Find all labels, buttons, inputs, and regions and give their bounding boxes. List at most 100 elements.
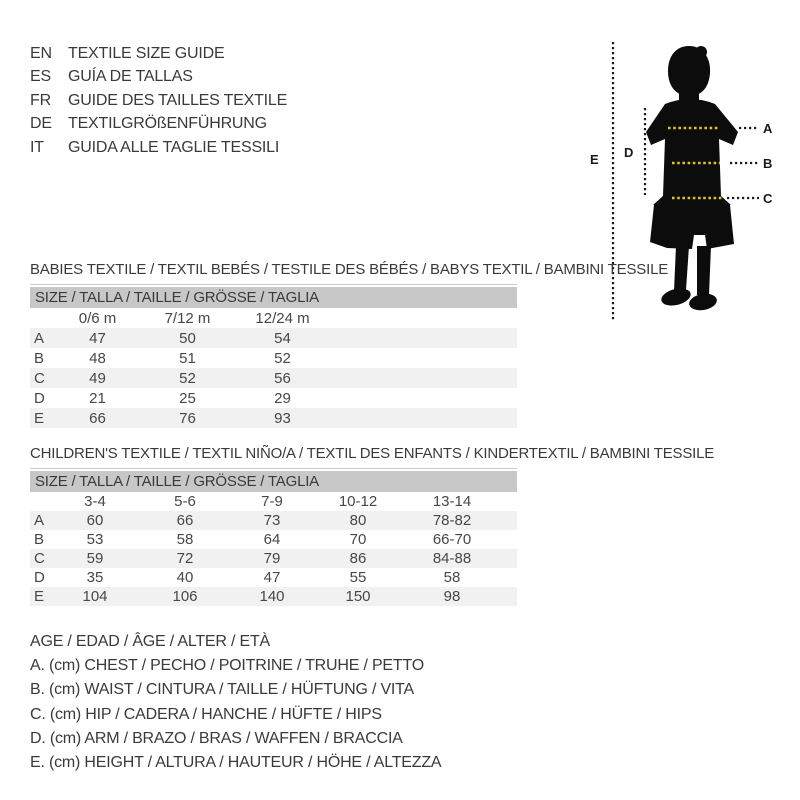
row-label: B — [34, 349, 45, 367]
column-header: 10-12 — [338, 493, 378, 510]
children-section-heading: CHILDREN'S TEXTILE / TEXTIL NIÑO/A / TEX… — [30, 445, 715, 462]
divider-line — [30, 468, 517, 469]
table-cell: 66 — [176, 512, 194, 529]
legend-item-chest: A. (cm) CHEST / PECHO / POITRINE / TRUHE… — [30, 657, 425, 675]
table-row: E 66 76 93 — [30, 408, 517, 428]
table-cell: 21 — [89, 389, 106, 407]
table-row: E 104 106 140 150 98 — [30, 587, 517, 606]
row-label: D — [34, 569, 45, 586]
column-header: 0/6 m — [78, 309, 117, 327]
babies-column-header-row: 0/6 m 7/12 m 12/24 m — [30, 308, 517, 328]
column-header: 7/12 m — [164, 309, 211, 327]
table-cell: 52 — [179, 369, 196, 387]
table-cell: 79 — [263, 550, 281, 567]
table-cell: 48 — [89, 349, 106, 367]
table-cell: 72 — [176, 550, 194, 567]
lang-code: FR — [30, 91, 51, 109]
table-cell: 76 — [179, 409, 196, 427]
lang-code: DE — [30, 115, 52, 133]
legend-item-waist: B. (cm) WAIST / CINTURA / TAILLE / HÜFTU… — [30, 681, 415, 699]
table-cell: 55 — [349, 569, 367, 586]
lang-row-es: ES GUÍA DE TALLAS — [30, 65, 287, 88]
legend-item-arm: D. (cm) ARM / BRAZO / BRAS / WAFFEN / BR… — [30, 729, 403, 747]
table-cell: 64 — [263, 531, 281, 548]
measure-label-D: D — [624, 145, 633, 160]
table-cell: 50 — [179, 329, 196, 347]
table-row: D 35 40 47 55 58 — [30, 568, 517, 587]
lang-row-it: IT GUIDA ALLE TAGLIE TESSILI — [30, 136, 287, 159]
measure-label-E: E — [590, 152, 599, 167]
babies-section-heading: BABIES TEXTILE / TEXTIL BEBÉS / TESTILE … — [30, 261, 669, 278]
divider-line — [30, 284, 517, 285]
row-label: C — [34, 369, 45, 387]
table-cell: 140 — [259, 588, 285, 605]
table-cell: 106 — [172, 588, 198, 605]
table-row: A 60 66 73 80 78-82 — [30, 511, 517, 530]
child-silhouette-figure: A B C D E — [590, 42, 773, 320]
table-cell: 58 — [176, 531, 194, 548]
table-cell: 29 — [274, 389, 291, 407]
table-cell: 150 — [345, 588, 371, 605]
table-cell: 104 — [82, 588, 108, 605]
row-label: C — [34, 550, 45, 567]
column-header: 13-14 — [432, 493, 472, 510]
table-row: D 21 25 29 — [30, 388, 517, 408]
measure-label-A: A — [763, 121, 773, 136]
lang-title: GUIDA ALLE TAGLIE TESSILI — [68, 138, 280, 156]
row-label: B — [34, 531, 45, 548]
babies-size-header-bar: SIZE / TALLA / TAILLE / GRÖSSE / TAGLIA — [30, 287, 517, 308]
row-label: E — [34, 409, 45, 427]
measure-label-C: C — [763, 191, 773, 206]
table-cell: 25 — [179, 389, 196, 407]
table-row: C 59 72 79 86 84-88 — [30, 549, 517, 568]
lang-row-de: DE TEXTILGRÖßENFÜHRUNG — [30, 112, 287, 135]
column-header: 12/24 m — [255, 309, 310, 327]
table-cell: 35 — [86, 569, 104, 586]
table-cell: 73 — [263, 512, 281, 529]
table-cell: 66 — [89, 409, 106, 427]
lang-row-fr: FR GUIDE DES TAILLES TEXTILE — [30, 89, 287, 112]
babies-textile-section: BABIES TEXTILE / TEXTIL BEBÉS / TESTILE … — [30, 261, 669, 428]
children-textile-section: CHILDREN'S TEXTILE / TEXTIL NIÑO/A / TEX… — [30, 445, 715, 606]
column-header: 3-4 — [84, 493, 106, 510]
measurement-legend: AGE / EDAD / ÂGE / ALTER / ETÀ A. (cm) C… — [30, 630, 442, 775]
legend-item-height: E. (cm) HEIGHT / ALTURA / HAUTEUR / HÖHE… — [30, 754, 442, 772]
column-header: 5-6 — [174, 493, 196, 510]
row-label: A — [34, 329, 45, 347]
table-cell: 54 — [274, 329, 291, 347]
language-title-block: EN TEXTILE SIZE GUIDE ES GUÍA DE TALLAS … — [30, 42, 287, 159]
row-label: A — [34, 512, 45, 529]
table-cell: 70 — [349, 531, 367, 548]
legend-item-hip: C. (cm) HIP / CADERA / HANCHE / HÜFTE / … — [30, 705, 382, 723]
table-cell: 52 — [274, 349, 291, 367]
table-cell: 78-82 — [432, 512, 472, 529]
legend-age-line: AGE / EDAD / ÂGE / ALTER / ETÀ — [30, 633, 270, 650]
table-cell: 80 — [349, 512, 367, 529]
row-label: D — [34, 389, 45, 407]
table-cell: 40 — [176, 569, 194, 586]
child-silhouette — [646, 46, 738, 311]
table-cell: 84-88 — [432, 550, 472, 567]
table-cell: 98 — [443, 588, 461, 605]
table-cell: 51 — [179, 349, 196, 367]
table-cell: 53 — [86, 531, 104, 548]
table-cell: 47 — [263, 569, 281, 586]
table-cell: 93 — [274, 409, 291, 427]
table-cell: 86 — [349, 550, 367, 567]
table-cell: 59 — [86, 550, 104, 567]
row-label: E — [34, 588, 45, 605]
table-row: A 47 50 54 — [30, 328, 517, 348]
table-cell: 66-70 — [432, 531, 472, 548]
lang-code: ES — [30, 68, 51, 86]
table-cell: 56 — [274, 369, 291, 387]
table-row: B 48 51 52 — [30, 348, 517, 368]
children-column-header-row: 3-4 5-6 7-9 10-12 13-14 — [30, 492, 517, 511]
column-header: 7-9 — [261, 493, 283, 510]
table-cell: 49 — [89, 369, 106, 387]
table-row: C 49 52 56 — [30, 368, 517, 388]
lang-title: GUÍA DE TALLAS — [68, 68, 193, 86]
lang-title: TEXTILGRÖßENFÜHRUNG — [68, 115, 267, 133]
lang-code: IT — [30, 138, 44, 156]
lang-title: GUIDE DES TAILLES TEXTILE — [68, 91, 288, 109]
lang-title: TEXTILE SIZE GUIDE — [68, 45, 225, 62]
